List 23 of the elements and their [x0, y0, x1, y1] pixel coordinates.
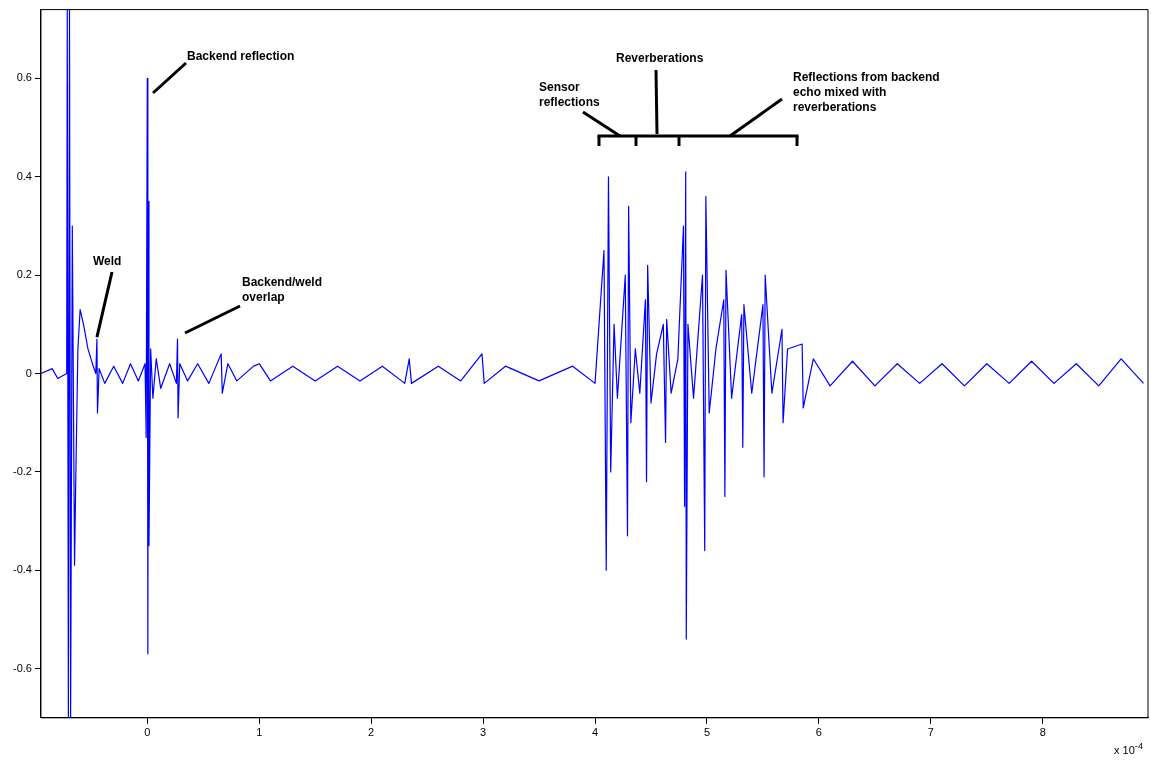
- annotation: Reflections from backend echo mixed with reverberations: [793, 70, 941, 115]
- text: x 10$^{-4}$: [1114, 741, 1143, 756]
- y-tick-label: 0.6: [16, 71, 32, 84]
- annotation: Sensor reflections: [539, 80, 601, 110]
- x-tick-label: 0: [144, 726, 151, 739]
- annotation: Backend reflection: [187, 49, 296, 64]
- x-tick-label: 7: [927, 726, 934, 739]
- x-tick-label: 6: [815, 726, 822, 739]
- x-tick-label: 3: [480, 726, 487, 739]
- annotation: Reverberations: [616, 51, 705, 66]
- y-tick-label: -0.2: [12, 464, 32, 477]
- x-tick-label: 5: [703, 726, 711, 739]
- y-tick-label: -0.6: [12, 661, 32, 674]
- x-tick-label: 1: [256, 726, 263, 739]
- y-tick-label: 0: [25, 366, 32, 379]
- y-tick-label: 0.2: [16, 268, 32, 281]
- x-tick-label: 4: [591, 726, 599, 739]
- x-tick-label: 8: [1039, 726, 1046, 739]
- annotation: Weld: [93, 254, 123, 269]
- x-tick-label: 2: [368, 726, 375, 739]
- y-tick-label: 0.4: [16, 169, 32, 182]
- y-tick-label: -0.4: [12, 563, 32, 576]
- annotation: Backend/weld overlap: [242, 275, 324, 305]
